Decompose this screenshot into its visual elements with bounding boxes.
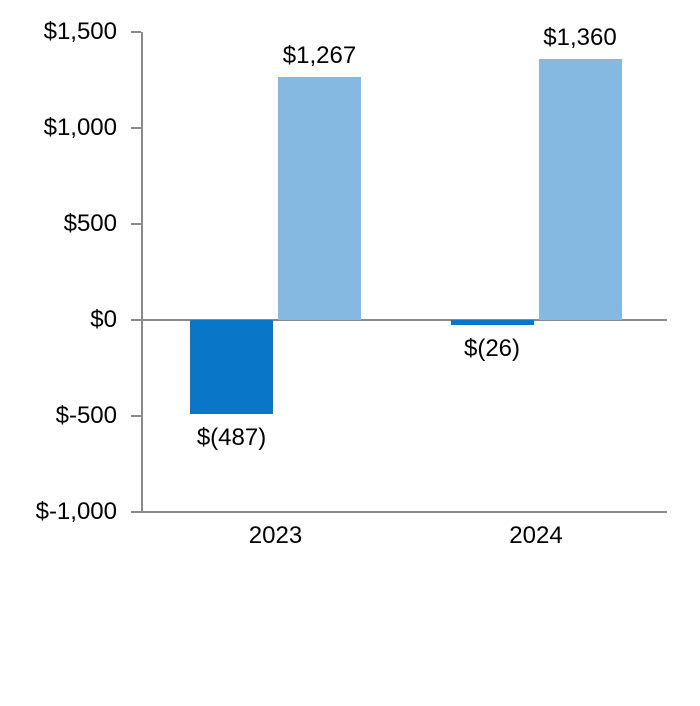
y-axis-tick [131,415,141,417]
bar-value-label: $1,267 [282,41,357,69]
y-axis-tick-label: $500 [63,210,117,237]
bar-net-income-2024 [450,320,534,325]
y-axis-tick-label: $1,500 [43,18,117,45]
bar-value-label: $1,360 [543,23,617,51]
bar-net-income-2023 [190,320,273,414]
x-axis-category-label: 2024 [509,522,563,549]
y-axis-tick [131,511,141,513]
x-axis-baseline [141,511,667,513]
y-axis-tick [131,127,141,129]
legend: Net Income (loss) Adjusted EBITDA* [0,585,700,675]
y-axis-tick-label: $1,000 [43,114,117,141]
zero-gridline [141,319,667,321]
plot-area: $1,500 $1,000 $500 $0 $-500 $-1,000 $(487) $1,… [35,18,667,549]
bar-value-label: $(487) [196,423,267,451]
y-axis-tick [131,223,141,225]
y-axis-tick-label: $-1,000 [35,498,117,525]
bar-value-label: $(26) [463,334,521,362]
y-axis-tick [131,31,141,33]
bar-adjusted-ebitda-2023 [278,76,361,320]
bar-adjusted-ebitda-2024 [538,58,622,320]
y-axis-tick [131,319,141,321]
x-axis-category-label: 2023 [248,522,303,549]
y-axis-line [141,32,143,512]
y-axis-tick-label: $0 [90,306,117,333]
y-axis-tick-label: $-500 [55,402,117,429]
